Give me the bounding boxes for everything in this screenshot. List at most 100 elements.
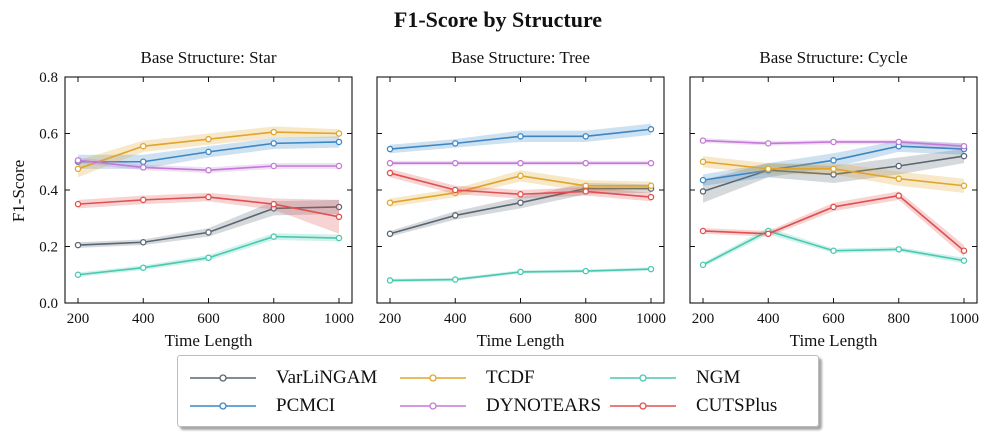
data-point-cutsplus [139,196,147,204]
data-point-cutsplus [74,200,82,208]
data-point-pcmci [582,133,590,140]
data-point-dynotears [517,159,524,167]
legend-item-varlingam: VarLiNGAM [188,364,398,392]
legend-label: TCDF [486,367,535,388]
x-axis-label: Time Length [165,331,253,350]
data-point-cutsplus [895,192,903,199]
data-point-varlingam [895,162,903,170]
data-point-tcdf [960,182,968,190]
legend-label: NGM [696,367,741,388]
data-point-dynotears [335,162,343,170]
data-point-dynotears [830,138,837,146]
data-point-dynotears [74,157,82,164]
data-point-tcdf [765,165,772,173]
x-tick-label: 800 [575,311,598,327]
data-point-varlingam [517,199,524,206]
data-point-dynotears [270,162,277,170]
y-tick-label: 0.0 [39,296,58,312]
data-point-ngm [139,264,147,271]
legend: VarLiNGAM PCMCI TCDF DYNOTEARS NGM CUTSPlus [177,355,819,427]
y-tick-label: 0.6 [39,127,58,143]
legend-item-ngm: NGM [608,364,818,392]
data-point-cutsplus [205,193,212,201]
data-point-tcdf [335,130,343,137]
x-axis-label: Time Length [477,331,565,350]
x-tick-label: 800 [263,311,286,327]
legend-grid: VarLiNGAM PCMCI TCDF DYNOTEARS NGM CUTSPlus [188,364,818,420]
data-point-pcmci [451,140,459,147]
legend-swatch [610,374,676,382]
panel-3: Base Structure: Cycle 200 400 600 800 1000 Tim… [689,48,979,350]
data-point-tcdf [517,172,524,180]
data-point-cutsplus [517,190,524,198]
data-point-tcdf [647,182,655,190]
data-point-dynotears [895,138,903,146]
y-tick-label: 0.2 [39,240,58,256]
x-tick-label: 600 [509,311,532,327]
data-point-dynotears [699,137,707,144]
data-point-varlingam [139,239,147,246]
data-point-varlingam [451,212,459,219]
y-tick-label: 0.8 [39,70,58,86]
data-point-ngm [582,267,590,275]
data-point-ngm [517,268,524,276]
legend-label: VarLiNGAM [276,367,378,388]
data-point-cutsplus [960,247,968,254]
data-point-varlingam [335,203,343,211]
x-tick-label: 400 [757,311,780,327]
data-point-dynotears [960,142,968,150]
x-tick-label: 600 [822,311,845,327]
x-tick-label: 200 [692,311,715,327]
data-point-varlingam [74,241,82,249]
data-point-tcdf [205,135,212,143]
panel-subtitle: Base Structure: Star [141,48,277,67]
data-point-tcdf [830,165,837,173]
data-point-pcmci [139,158,147,165]
legend-label: CUTSPlus [696,395,778,416]
legend-label: DYNOTEARS [486,395,602,416]
legend-swatch [610,402,676,410]
data-point-varlingam [205,229,212,236]
data-point-cutsplus [699,227,707,235]
legend-swatch [190,402,256,410]
data-point-dynotears [205,166,212,174]
legend-swatch [400,402,466,410]
data-point-tcdf [139,142,147,150]
panel-frame [64,76,353,304]
x-tick-label: 400 [444,311,467,327]
data-point-ngm [205,254,212,262]
data-point-varlingam [699,188,707,195]
data-point-tcdf [699,158,707,165]
data-point-cutsplus [451,186,459,194]
data-point-ngm [335,234,343,242]
panel-2: Base Structure: Tree 200 400 600 800 1000 Time… [376,48,666,350]
legend-item-cutsplus: CUTSPlus [608,392,818,420]
panel-1: Base Structure: Star 0.0 0.2 0.4 0.6 0.8 200 40… [39,48,354,350]
data-point-tcdf [270,128,277,136]
data-point-cutsplus [765,230,772,238]
y-tick-label: 0.4 [39,183,58,199]
data-point-cutsplus [647,193,655,201]
data-point-pcmci [205,148,212,156]
data-point-pcmci [517,133,524,140]
x-tick-label: 200 [67,311,90,327]
legend-item-dynotears: DYNOTEARS [398,392,608,420]
data-point-dynotears [582,159,590,167]
data-point-cutsplus [386,169,394,177]
data-point-pcmci [699,176,707,184]
data-point-ngm [270,233,277,240]
data-point-pcmci [335,138,343,146]
x-tick-label: 1000 [324,311,354,327]
panel-subtitle: Base Structure: Tree [451,48,590,67]
data-point-dynotears [647,159,655,167]
data-point-tcdf [386,199,394,206]
legend-swatch [190,374,256,382]
data-point-ngm [647,265,655,273]
data-point-dynotears [139,164,147,171]
data-point-dynotears [765,140,772,147]
x-tick-label: 200 [379,311,402,327]
x-axis-label: Time Length [790,331,878,350]
data-point-pcmci [386,145,394,153]
